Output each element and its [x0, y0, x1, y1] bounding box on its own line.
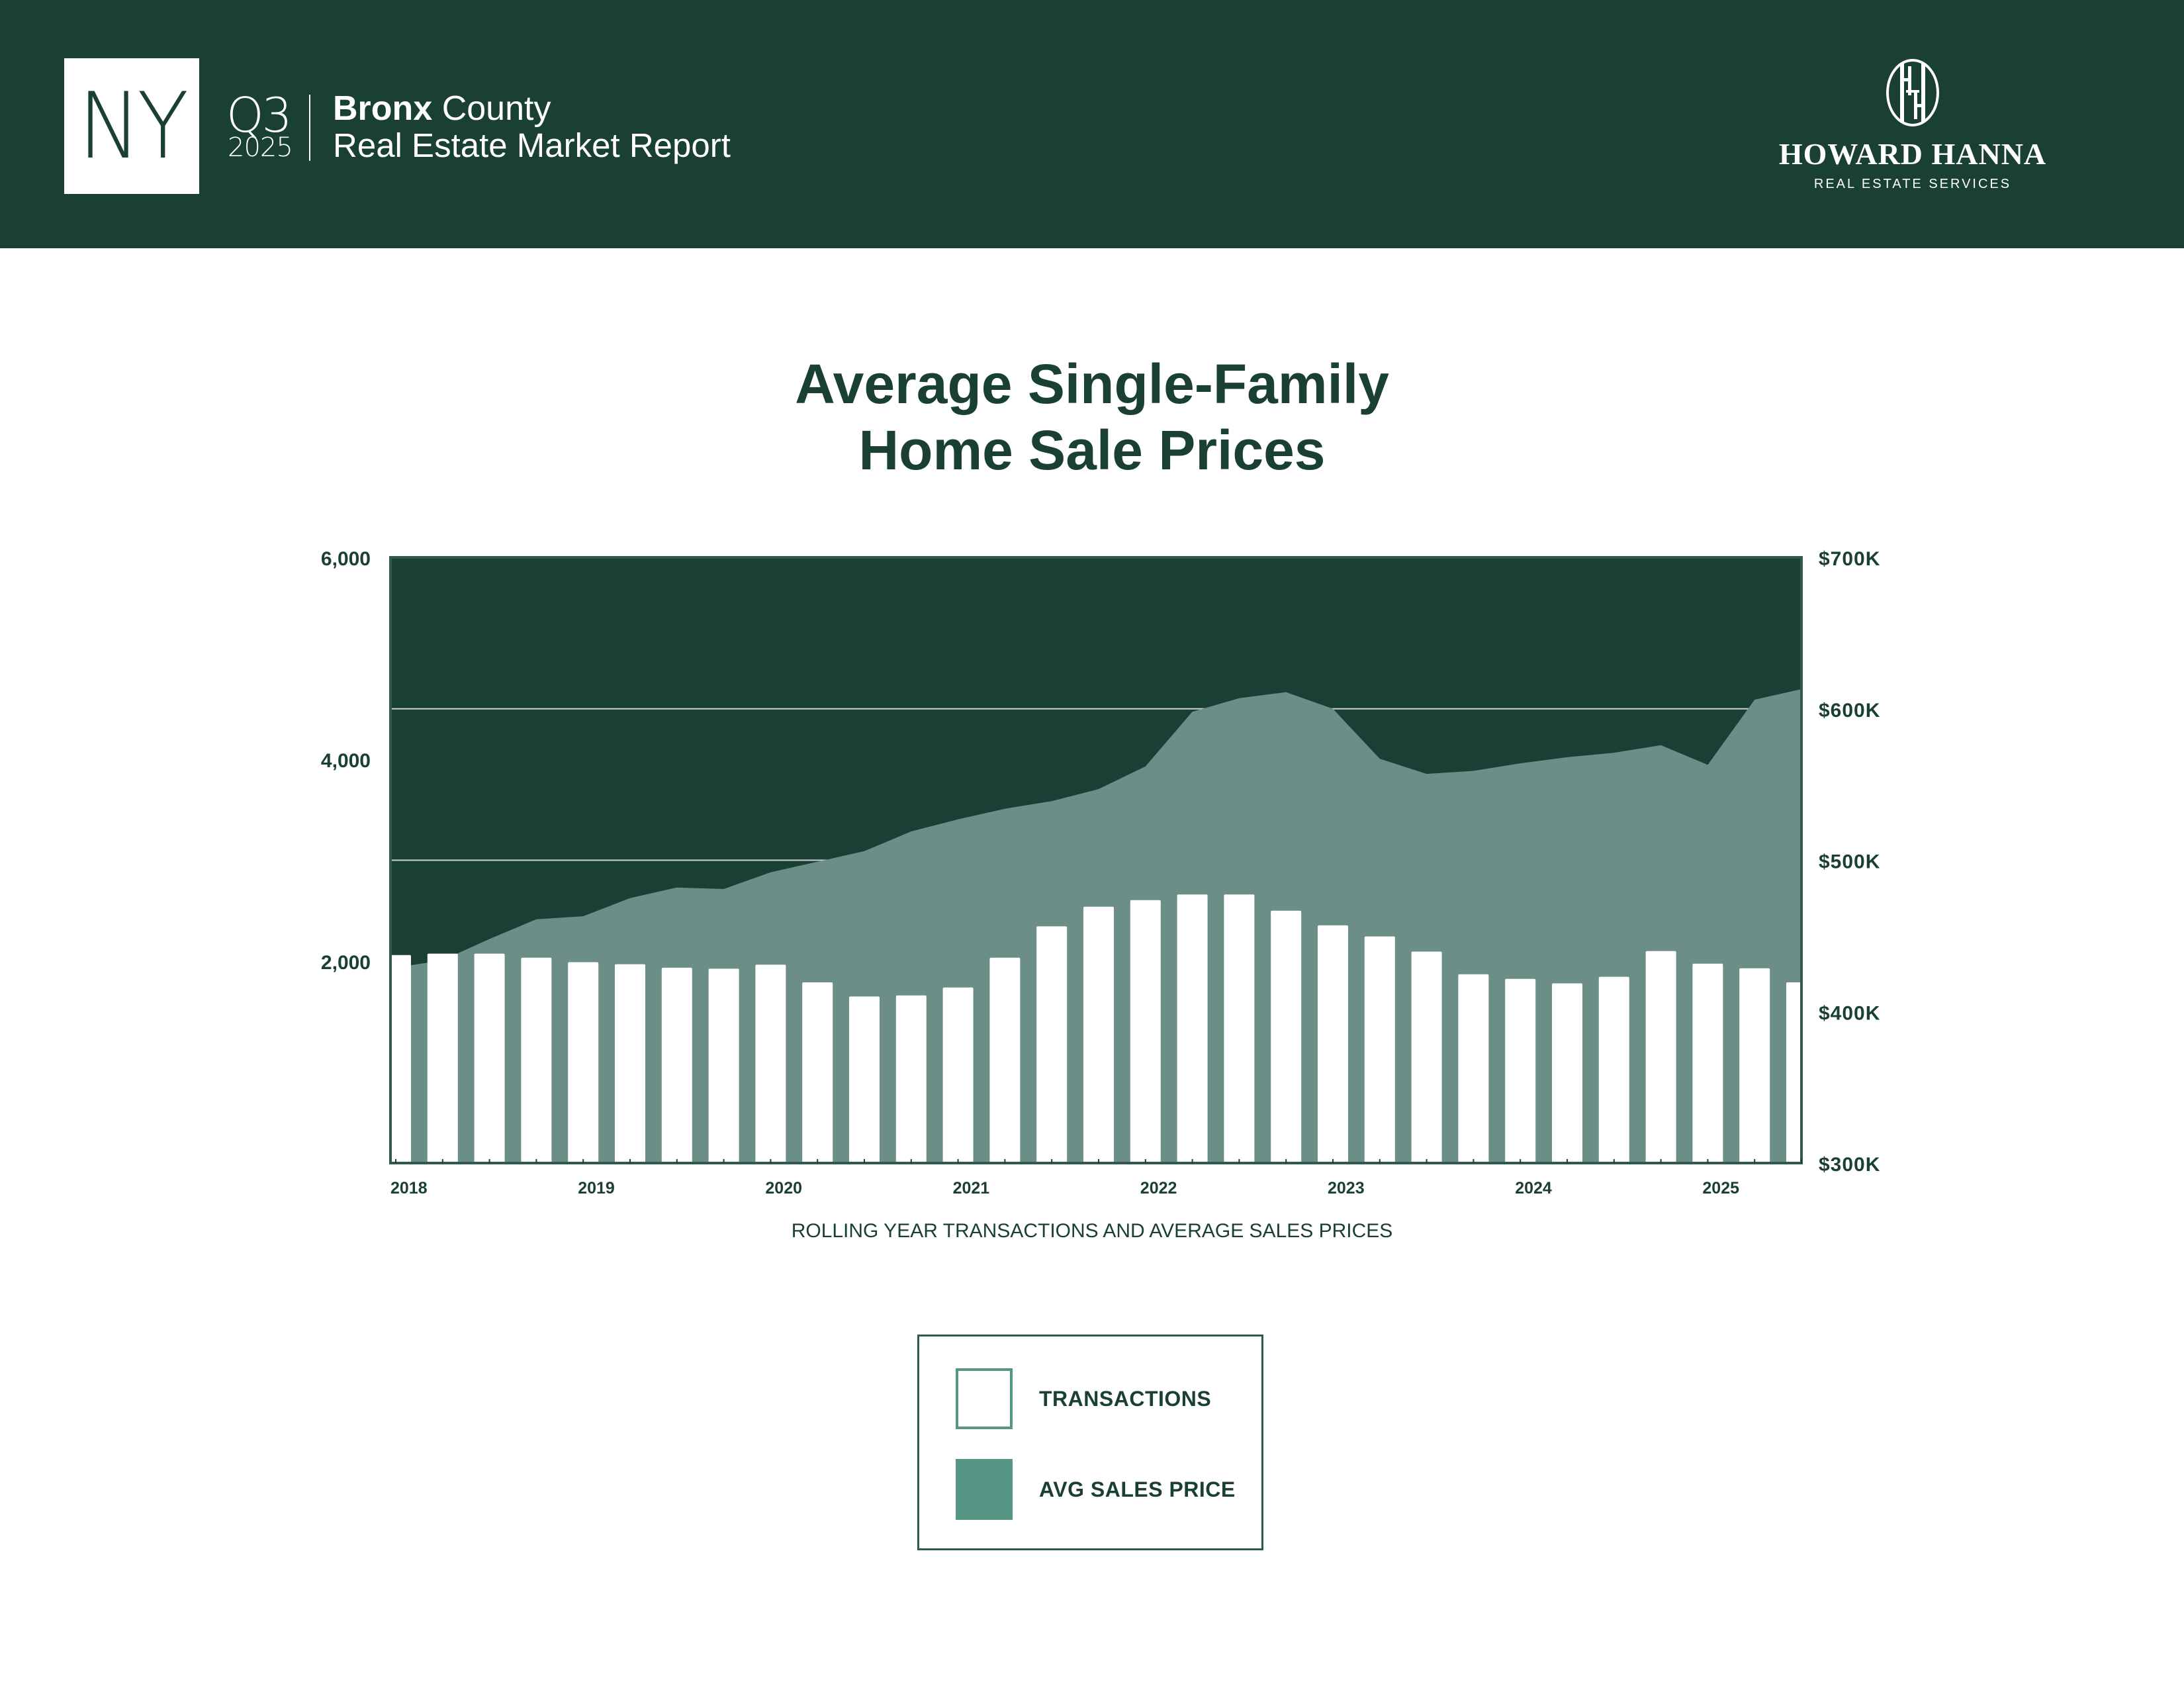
transactions-bar: [1692, 963, 1723, 1162]
chart-title: Average Single-Family Home Sale Prices: [0, 351, 2184, 483]
right-axis-tick-label: $400K: [1819, 1002, 1880, 1024]
chart-caption: ROLLING YEAR TRANSACTIONS AND AVERAGE SA…: [791, 1220, 1393, 1242]
transactions-bar: [708, 968, 739, 1162]
left-axis-tick-label: 2,000: [321, 952, 371, 974]
transactions-bar: [521, 957, 552, 1162]
transactions-bar: [1036, 926, 1068, 1162]
transactions-bar: [1411, 951, 1442, 1162]
transactions-bar: [1786, 982, 1800, 1162]
legend-item-avg-sales-price: AVG SALES PRICE: [956, 1459, 1236, 1520]
x-axis-tick-label: 2018: [390, 1179, 428, 1197]
transactions-bar: [755, 964, 786, 1162]
x-axis-ticks: [395, 1159, 1802, 1163]
transactions-bar: [1177, 894, 1208, 1162]
transactions-bar: [568, 962, 599, 1162]
right-axis-tick-label: $500K: [1819, 851, 1880, 873]
report-year: 2025: [228, 132, 293, 163]
report-header: NY Q3 2025 Bronx County Real Estate Mark…: [0, 0, 2184, 248]
transactions-bar: [942, 987, 974, 1162]
transactions-bar: [1458, 974, 1489, 1162]
plot-frame: [389, 556, 1803, 1164]
x-axis-tick-label: 2020: [765, 1179, 802, 1197]
x-axis-tick-label: 2023: [1328, 1179, 1365, 1197]
left-axis-tick-label: 4,000: [321, 750, 371, 772]
transactions-bars: [392, 894, 1800, 1162]
transactions-bar: [1505, 978, 1536, 1162]
county-name-bold: Bronx: [333, 89, 433, 128]
x-axis-tick-label: 2022: [1140, 1179, 1177, 1197]
transactions-bar: [1739, 968, 1770, 1162]
transactions-bar: [1083, 906, 1114, 1162]
state-abbreviation: NY: [78, 72, 189, 179]
x-axis-tick-label: 2025: [1702, 1179, 1739, 1197]
x-axis-tick-label: 2021: [953, 1179, 990, 1197]
x-axis-labels: 2018 2019 2020 2021 2022 2023 2024 2025: [390, 1179, 1739, 1197]
transactions-bar: [1364, 936, 1395, 1162]
county-name: Bronx County: [333, 91, 551, 126]
transactions-bar: [849, 996, 880, 1162]
state-badge: NY: [64, 58, 199, 194]
brand-name: HOWARD HANNA: [1778, 137, 2047, 171]
transactions-bar: [1318, 925, 1348, 1162]
transactions-swatch-icon: [956, 1368, 1013, 1429]
transactions-bar: [474, 953, 505, 1162]
legend-label-transactions: TRANSACTIONS: [1039, 1386, 1212, 1411]
transactions-bar: [1271, 910, 1302, 1162]
transactions-bar: [661, 967, 692, 1162]
transactions-bar: [615, 964, 645, 1162]
left-axis-tick-label: 6,000: [321, 548, 371, 570]
transactions-bar: [895, 995, 927, 1162]
transactions-bar: [1552, 983, 1582, 1162]
transactions-bar: [1645, 951, 1676, 1162]
legend-label-avg-sales-price: AVG SALES PRICE: [1039, 1477, 1236, 1501]
chart-title-line-2: Home Sale Prices: [858, 419, 1326, 481]
chart-title-line-1: Average Single-Family: [795, 353, 1389, 415]
legend-item-transactions: TRANSACTIONS: [956, 1368, 1211, 1429]
header-divider: [309, 95, 310, 161]
transactions-bar: [1598, 976, 1629, 1162]
transactions-bar: [1130, 900, 1161, 1162]
brand-logo: HOWARD HANNA REAL ESTATE SERVICES: [1760, 58, 2065, 197]
brand-tagline: REAL ESTATE SERVICES: [1813, 177, 2012, 191]
report-quarter: Q3: [226, 87, 292, 143]
transactions-bar: [392, 955, 411, 1162]
transactions-bar: [427, 953, 458, 1162]
right-axis-tick-label: $700K: [1819, 548, 1880, 570]
avg-sales-price-swatch-icon: [956, 1459, 1013, 1520]
right-axis-tick-label: $300K: [1819, 1154, 1880, 1176]
x-axis-tick-label: 2019: [578, 1179, 615, 1197]
chart-legend: TRANSACTIONS AVG SALES PRICE: [917, 1335, 1263, 1550]
transactions-bar: [802, 982, 833, 1162]
hh-monogram-icon: [1886, 59, 1939, 126]
transactions-bar: [989, 957, 1021, 1162]
right-axis-tick-label: $600K: [1819, 700, 1880, 722]
transactions-bar: [1224, 894, 1255, 1162]
x-axis-tick-label: 2024: [1515, 1179, 1552, 1197]
right-axis-labels: $700K $600K $500K $400K $300K: [1819, 548, 1880, 1176]
left-axis-labels: 6,000 4,000 2,000: [321, 548, 371, 974]
report-title: Real Estate Market Report: [333, 126, 731, 164]
county-name-suffix: County: [432, 89, 551, 128]
